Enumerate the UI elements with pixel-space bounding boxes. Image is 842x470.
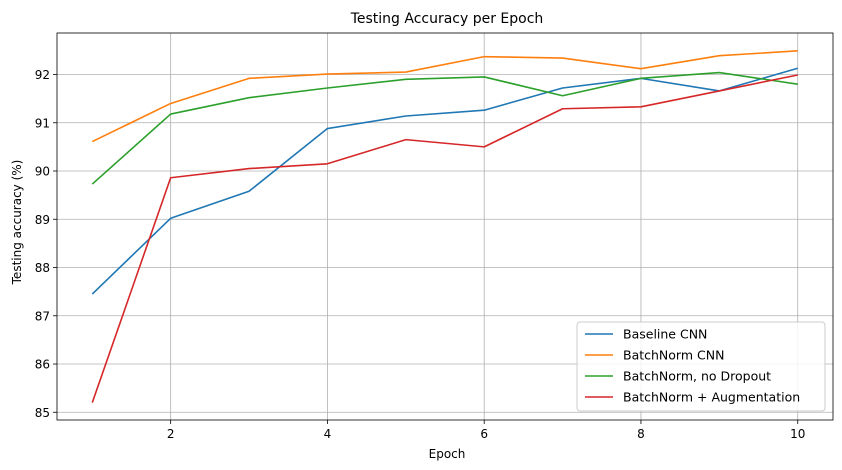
- y-tick-label: 86: [35, 358, 50, 372]
- x-tick-label: 10: [790, 427, 805, 441]
- x-tick-label: 8: [637, 427, 645, 441]
- series-line-1: [91, 67, 798, 295]
- series-line-4: [91, 74, 798, 403]
- x-axis: 2 4 6 8 10: [167, 420, 805, 441]
- series-line-3: [91, 71, 798, 185]
- y-tick-label: 91: [35, 116, 50, 130]
- x-tick-label: 6: [480, 427, 488, 441]
- legend-label: Baseline CNN: [623, 327, 707, 342]
- legend-label: BatchNorm, no Dropout: [623, 369, 771, 384]
- y-axis: 85 86 87 88 89 90 91 92: [35, 68, 57, 420]
- legend: Baseline CNN BatchNorm CNN BatchNorm, no D…: [576, 321, 826, 412]
- y-tick-label: 89: [35, 213, 50, 227]
- legend-box: [576, 321, 826, 412]
- x-tick-label: 2: [167, 427, 175, 441]
- legend-label: BatchNorm CNN: [623, 348, 724, 363]
- series-line-2: [91, 50, 798, 143]
- y-tick-label: 88: [35, 261, 50, 275]
- y-tick-label: 90: [35, 165, 50, 179]
- x-axis-label: Epoch: [429, 447, 466, 461]
- plot-frame: [56, 32, 834, 421]
- y-axis-label: Testing accuracy (%): [10, 160, 24, 286]
- series-lines: [91, 50, 798, 403]
- legend-label: BatchNorm + Augmentation: [623, 390, 800, 405]
- y-tick-label: 92: [35, 68, 50, 82]
- y-tick-label: 85: [35, 406, 50, 420]
- chart-title: Testing Accuracy per Epoch: [350, 11, 544, 27]
- x-tick-label: 4: [324, 427, 332, 441]
- y-tick-label: 87: [35, 309, 50, 323]
